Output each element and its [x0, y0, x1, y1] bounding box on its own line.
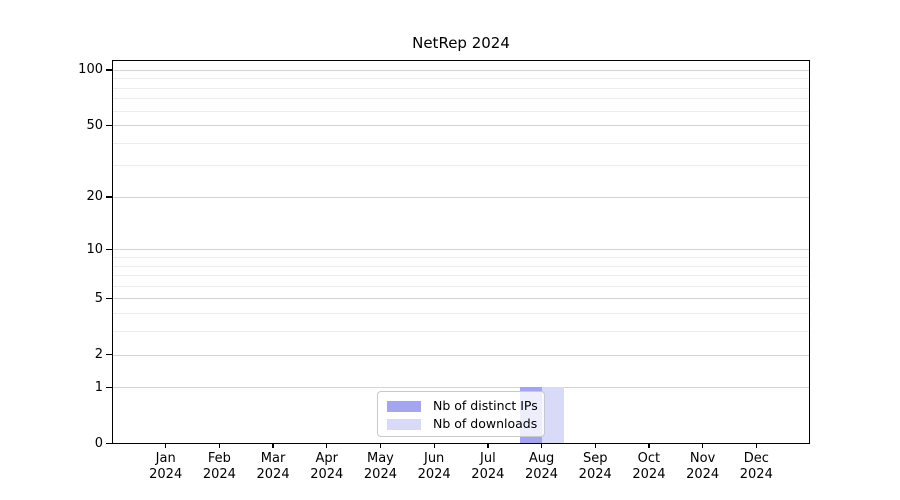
major-gridline [112, 387, 810, 389]
y-tick-mark [106, 386, 112, 389]
x-tick-label: Jan 2024 [134, 451, 198, 482]
plot-area [112, 60, 810, 444]
x-tick-mark [540, 443, 543, 448]
y-tick-mark [106, 443, 112, 445]
x-tick-mark [594, 443, 596, 448]
x-tick-label: Sep 2024 [563, 451, 627, 482]
x-tick-mark [379, 443, 382, 448]
minor-gridline [112, 87, 810, 89]
x-tick-label-year: 2024 [363, 466, 397, 482]
major-gridline [112, 196, 810, 198]
x-tick-label-year: 2024 [632, 466, 666, 482]
minor-gridline [112, 285, 810, 287]
y-tick-label: 5 [94, 290, 103, 306]
major-gridline [112, 69, 810, 71]
y-tick-label: 10 [86, 241, 103, 257]
x-tick-label-year: 2024 [739, 466, 773, 482]
x-tick-label-year: 2024 [471, 466, 505, 482]
bar-downloads [541, 387, 564, 444]
y-tick-label: 0 [94, 436, 103, 451]
y-tick-mark [106, 196, 112, 198]
x-tick-mark [165, 443, 167, 448]
x-tick-mark [702, 443, 704, 448]
x-tick-label-year: 2024 [149, 466, 183, 482]
y-tick-label: 2 [94, 347, 103, 363]
x-tick-label: Mar 2024 [241, 451, 305, 482]
legend-item-distinct-ips: Nb of distinct IPs [387, 397, 538, 415]
x-tick-label: Feb 2024 [187, 451, 251, 482]
minor-gridline [112, 98, 810, 100]
minor-gridline [112, 165, 810, 167]
legend-label-distinct-ips: Nb of distinct IPs [433, 398, 538, 413]
y-tick-label: 50 [86, 117, 103, 133]
minor-gridline [112, 110, 810, 112]
legend: Nb of distinct IPs Nb of downloads [377, 391, 545, 437]
major-gridline [112, 125, 810, 127]
x-tick-label: Aug 2024 [510, 451, 574, 482]
x-tick-mark [433, 443, 435, 448]
x-tick-label: Dec 2024 [724, 451, 788, 482]
chart-title: NetRep 2024 [412, 34, 510, 52]
x-tick-mark [648, 443, 650, 448]
minor-gridline [112, 275, 810, 277]
x-tick-label: Jun 2024 [402, 451, 466, 482]
x-tick-label: Oct 2024 [617, 451, 681, 482]
minor-gridline [112, 265, 810, 267]
minor-gridline [112, 331, 810, 333]
x-tick-label-year: 2024 [310, 466, 344, 482]
x-tick-label-year: 2024 [578, 466, 612, 482]
x-tick-label: Apr 2024 [295, 451, 359, 482]
y-tick-mark [106, 297, 112, 300]
major-gridline [112, 249, 810, 251]
x-tick-mark [755, 443, 757, 448]
legend-item-downloads: Nb of downloads [387, 415, 538, 433]
major-gridline [112, 354, 810, 356]
x-tick-label-year: 2024 [256, 466, 290, 482]
x-tick-mark [487, 443, 489, 448]
y-tick-mark [106, 248, 112, 251]
y-tick-mark [106, 354, 112, 356]
major-gridline [112, 298, 810, 300]
x-tick-mark [272, 443, 274, 448]
x-tick-label-year: 2024 [202, 466, 236, 482]
y-tick-label: 1 [94, 379, 103, 395]
y-tick-label: 100 [78, 62, 103, 78]
x-tick-mark [326, 443, 328, 448]
minor-gridline [112, 257, 810, 259]
x-tick-mark [218, 443, 221, 448]
x-tick-label-year: 2024 [686, 466, 720, 482]
legend-swatch-downloads [387, 418, 421, 430]
legend-label-downloads: Nb of downloads [433, 416, 538, 431]
minor-gridline [112, 142, 810, 144]
minor-gridline [112, 313, 810, 315]
x-tick-label-year: 2024 [524, 466, 559, 482]
y-tick-mark [106, 124, 112, 126]
y-tick-mark [106, 69, 112, 71]
x-tick-label: May 2024 [348, 451, 412, 482]
x-tick-label: Nov 2024 [671, 451, 735, 482]
x-tick-label: Jul 2024 [456, 451, 520, 482]
y-tick-label: 20 [86, 189, 103, 205]
x-tick-label-year: 2024 [417, 466, 451, 482]
minor-gridline [112, 78, 810, 80]
legend-swatch-distinct-ips [387, 400, 421, 412]
